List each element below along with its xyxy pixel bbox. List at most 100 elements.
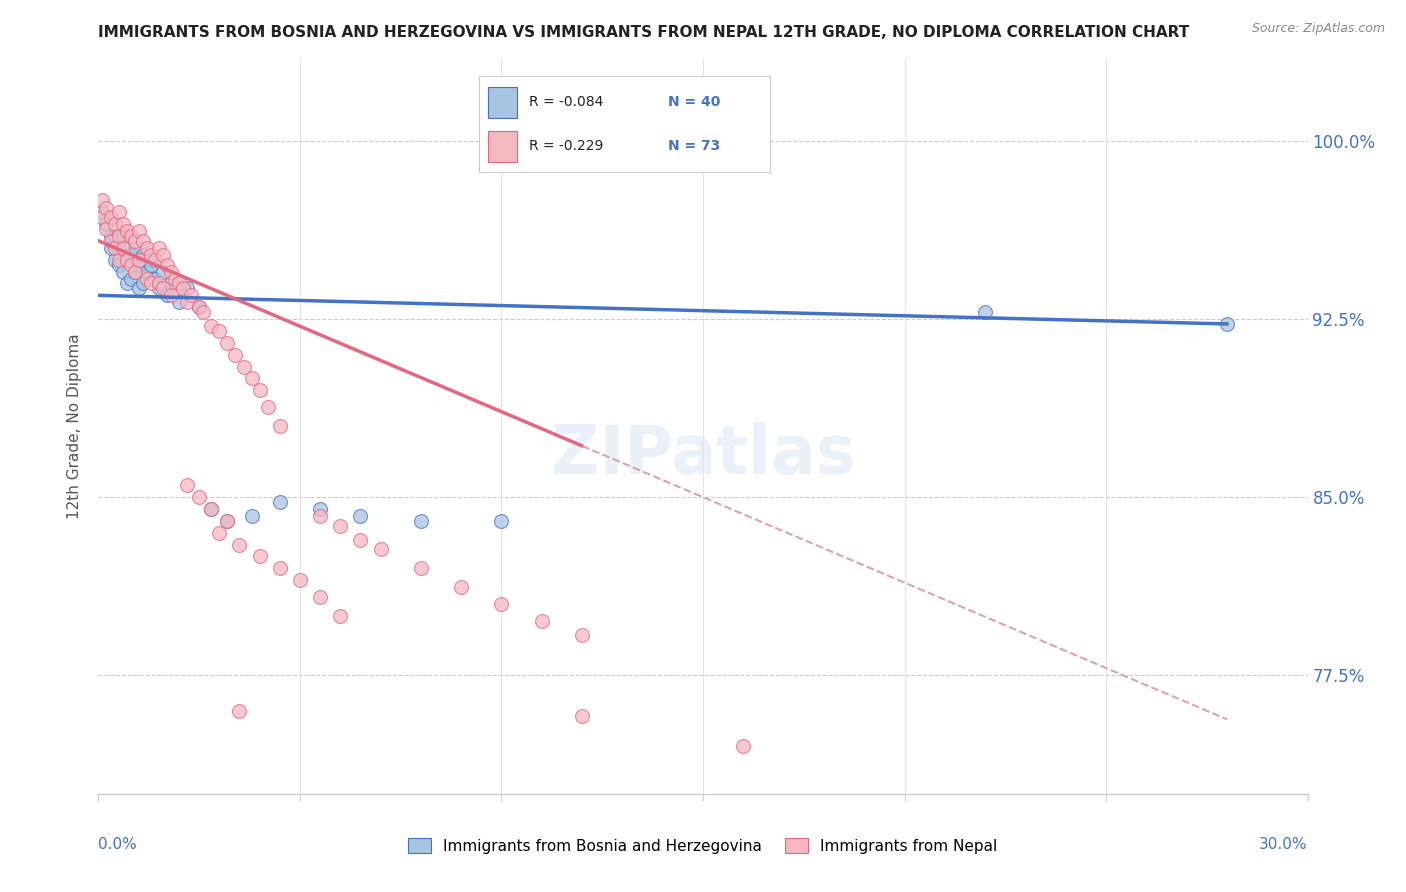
- Point: [200, 319, 222, 334]
- Point: [176, 478, 198, 492]
- Point: [103, 252, 125, 267]
- Point: [450, 580, 472, 594]
- Point: [115, 252, 138, 267]
- Point: [160, 277, 183, 291]
- Point: [249, 549, 271, 564]
- Point: [132, 234, 155, 248]
- Point: [139, 277, 162, 291]
- Point: [148, 281, 170, 295]
- Point: [309, 590, 332, 604]
- Point: [160, 288, 183, 302]
- Point: [491, 597, 513, 611]
- Point: [232, 359, 254, 374]
- Point: [156, 258, 179, 272]
- Point: [249, 384, 271, 398]
- Point: [288, 573, 311, 587]
- Point: [152, 248, 174, 262]
- Point: [160, 265, 183, 279]
- Point: [309, 502, 332, 516]
- Point: [491, 514, 513, 528]
- Point: [217, 335, 239, 350]
- Point: [228, 538, 250, 552]
- Point: [91, 210, 114, 224]
- Point: [107, 241, 129, 255]
- Point: [200, 502, 222, 516]
- Point: [188, 490, 211, 504]
- Point: [269, 419, 291, 434]
- Point: [124, 241, 146, 255]
- Point: [240, 509, 263, 524]
- Point: [96, 201, 118, 215]
- Point: [217, 514, 239, 528]
- Point: [974, 305, 997, 319]
- Legend: Immigrants from Bosnia and Herzegovina, Immigrants from Nepal: Immigrants from Bosnia and Herzegovina, …: [402, 831, 1004, 860]
- Point: [128, 252, 150, 267]
- Point: [115, 277, 138, 291]
- Y-axis label: 12th Grade, No Diploma: 12th Grade, No Diploma: [67, 333, 83, 519]
- Text: Source: ZipAtlas.com: Source: ZipAtlas.com: [1251, 22, 1385, 36]
- Point: [111, 229, 134, 244]
- Point: [128, 281, 150, 295]
- Point: [111, 217, 134, 231]
- Point: [135, 272, 157, 286]
- Point: [128, 224, 150, 238]
- Point: [256, 400, 278, 414]
- Point: [152, 265, 174, 279]
- Point: [96, 217, 118, 231]
- Point: [176, 281, 198, 295]
- Point: [571, 708, 593, 723]
- Point: [139, 248, 162, 262]
- Point: [349, 509, 371, 524]
- Point: [139, 258, 162, 272]
- Point: [124, 234, 146, 248]
- Point: [120, 258, 142, 272]
- Point: [224, 348, 246, 362]
- Point: [571, 628, 593, 642]
- Point: [135, 265, 157, 279]
- Point: [217, 514, 239, 528]
- Text: 0.0%: 0.0%: [98, 837, 138, 852]
- Point: [132, 277, 155, 291]
- Point: [100, 234, 122, 248]
- Point: [148, 241, 170, 255]
- Point: [156, 288, 179, 302]
- Point: [124, 265, 146, 279]
- Point: [111, 265, 134, 279]
- Point: [240, 371, 263, 385]
- Point: [200, 502, 222, 516]
- Point: [167, 277, 190, 291]
- Point: [135, 241, 157, 255]
- Point: [91, 194, 114, 208]
- Point: [107, 205, 129, 219]
- Point: [96, 222, 118, 236]
- Point: [370, 542, 392, 557]
- Point: [269, 495, 291, 509]
- Point: [172, 281, 194, 295]
- Point: [167, 295, 190, 310]
- Point: [107, 229, 129, 244]
- Point: [120, 248, 142, 262]
- Point: [193, 305, 215, 319]
- Point: [329, 518, 352, 533]
- Point: [188, 300, 211, 314]
- Point: [409, 514, 432, 528]
- Point: [329, 608, 352, 623]
- Point: [103, 229, 125, 244]
- Point: [107, 258, 129, 272]
- Point: [349, 533, 371, 547]
- Point: [176, 295, 198, 310]
- Point: [143, 272, 166, 286]
- Point: [120, 229, 142, 244]
- Point: [228, 704, 250, 718]
- Point: [409, 561, 432, 575]
- Point: [115, 252, 138, 267]
- Point: [100, 229, 122, 244]
- Point: [107, 252, 129, 267]
- Point: [733, 739, 755, 754]
- Point: [132, 248, 155, 262]
- Point: [163, 272, 186, 286]
- Point: [143, 252, 166, 267]
- Text: IMMIGRANTS FROM BOSNIA AND HERZEGOVINA VS IMMIGRANTS FROM NEPAL 12TH GRADE, NO D: IMMIGRANTS FROM BOSNIA AND HERZEGOVINA V…: [98, 25, 1189, 40]
- Point: [208, 525, 231, 540]
- Point: [111, 241, 134, 255]
